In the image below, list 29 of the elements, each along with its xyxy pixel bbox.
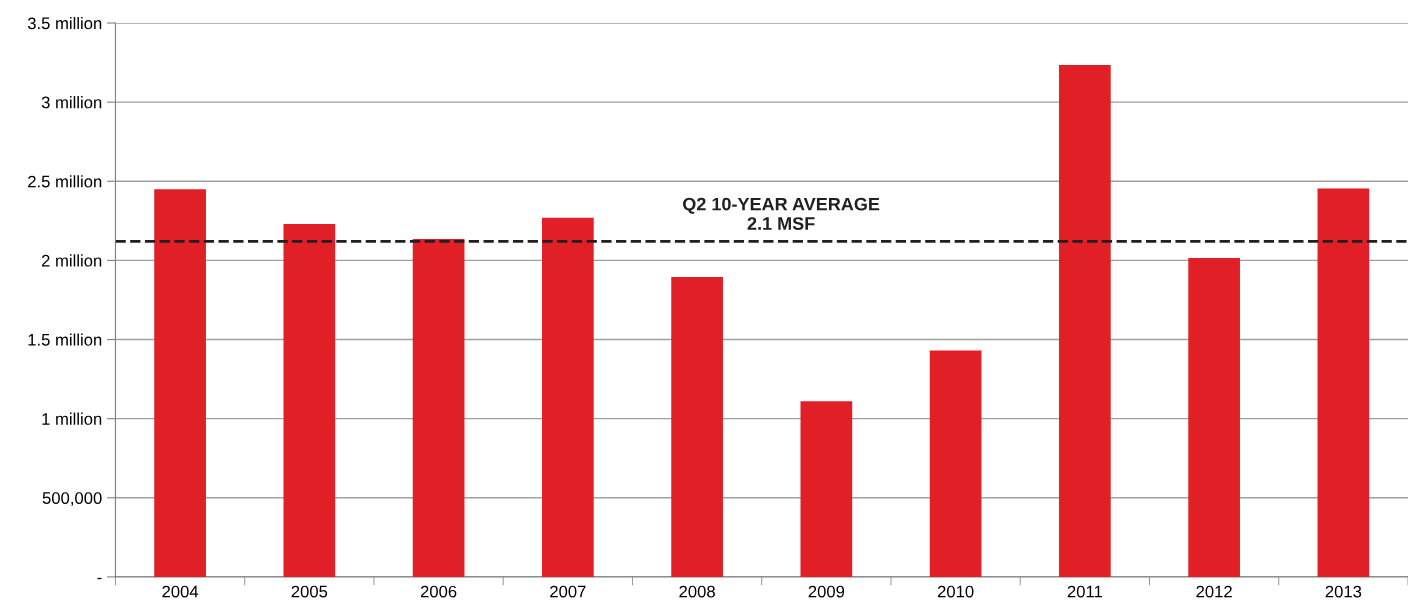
y-tick-label: - — [97, 577, 102, 580]
x-tick-label: 2012 — [1196, 585, 1232, 598]
x-tick-label: 2011 — [1067, 585, 1102, 598]
x-tick-label: 2008 — [679, 585, 715, 598]
bar — [542, 217, 594, 577]
bar — [800, 401, 853, 577]
y-tick-label: 2 million — [41, 254, 102, 267]
x-tick-label: 2005 — [291, 585, 328, 598]
y-tick-label: 3.5 million — [27, 16, 102, 30]
bar — [1317, 188, 1370, 577]
x-tick-label: 2007 — [550, 585, 586, 598]
bar — [1059, 64, 1111, 577]
bar — [671, 277, 723, 577]
y-tick-label: 1.5 million — [28, 333, 102, 346]
y-tick-label: 1 million — [42, 412, 102, 425]
bar — [412, 239, 465, 577]
ref-line-label: Q2 10-YEAR AVERAGE 2.1 MSF — [683, 197, 880, 230]
y-tick-label: 500,000 — [42, 492, 102, 506]
x-tick-label: 2004 — [162, 585, 199, 598]
bar — [283, 224, 336, 577]
y-tick-label: 3 million — [41, 96, 102, 109]
x-tick-label: 2006 — [420, 585, 457, 598]
bar — [1188, 258, 1240, 577]
y-tick-label: 2.5 million — [28, 175, 102, 188]
x-tick-label: 2010 — [937, 585, 974, 598]
x-tick-label: 2013 — [1325, 585, 1362, 598]
x-tick-label: 2009 — [808, 585, 845, 598]
bar — [929, 350, 982, 577]
bar — [154, 189, 206, 577]
